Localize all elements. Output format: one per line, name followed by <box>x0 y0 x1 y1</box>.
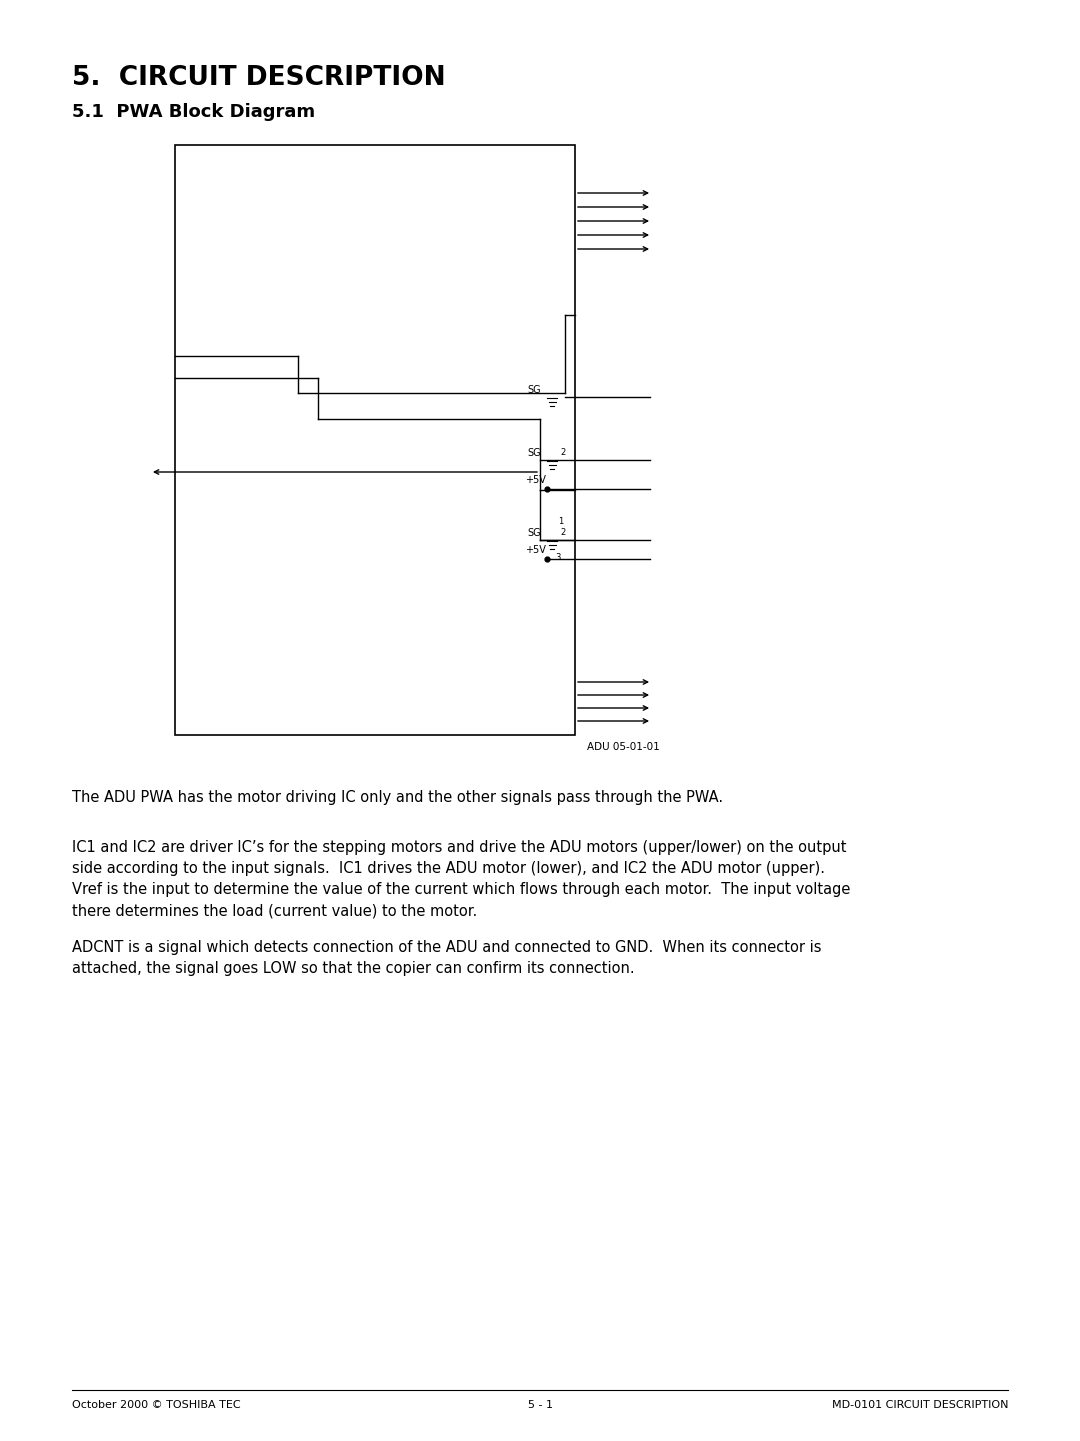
Text: 5 - 1: 5 - 1 <box>527 1401 553 1409</box>
Text: +5V: +5V <box>525 476 545 486</box>
Text: SG: SG <box>527 527 541 537</box>
Text: attached, the signal goes LOW so that the copier can confirm its connection.: attached, the signal goes LOW so that th… <box>72 961 635 976</box>
Text: 5.1  PWA Block Diagram: 5.1 PWA Block Diagram <box>72 102 315 121</box>
Text: MD-0101 CIRCUIT DESCRIPTION: MD-0101 CIRCUIT DESCRIPTION <box>832 1401 1008 1409</box>
Text: 1: 1 <box>558 517 564 526</box>
Text: there determines the load (current value) to the motor.: there determines the load (current value… <box>72 904 477 918</box>
Text: The ADU PWA has the motor driving IC only and the other signals pass through the: The ADU PWA has the motor driving IC onl… <box>72 790 724 806</box>
Bar <box>175 146 575 735</box>
Text: SG: SG <box>527 448 541 458</box>
Text: Vref is the input to determine the value of the current which flows through each: Vref is the input to determine the value… <box>72 882 850 896</box>
Text: 5.  CIRCUIT DESCRIPTION: 5. CIRCUIT DESCRIPTION <box>72 65 446 91</box>
Text: ADU 05-01-01: ADU 05-01-01 <box>588 742 660 752</box>
Text: +5V: +5V <box>525 545 545 555</box>
Text: 2: 2 <box>561 527 565 537</box>
Text: October 2000 © TOSHIBA TEC: October 2000 © TOSHIBA TEC <box>72 1401 241 1409</box>
Text: IC1 and IC2 are driver IC’s for the stepping motors and drive the ADU motors (up: IC1 and IC2 are driver IC’s for the step… <box>72 840 847 855</box>
Text: side according to the input signals.  IC1 drives the ADU motor (lower), and IC2 : side according to the input signals. IC1… <box>72 862 825 876</box>
Text: SG: SG <box>527 385 541 395</box>
Text: 2: 2 <box>561 448 565 457</box>
Text: ADCNT is a signal which detects connection of the ADU and connected to GND.  Whe: ADCNT is a signal which detects connecti… <box>72 940 822 955</box>
Text: 3: 3 <box>555 553 561 562</box>
